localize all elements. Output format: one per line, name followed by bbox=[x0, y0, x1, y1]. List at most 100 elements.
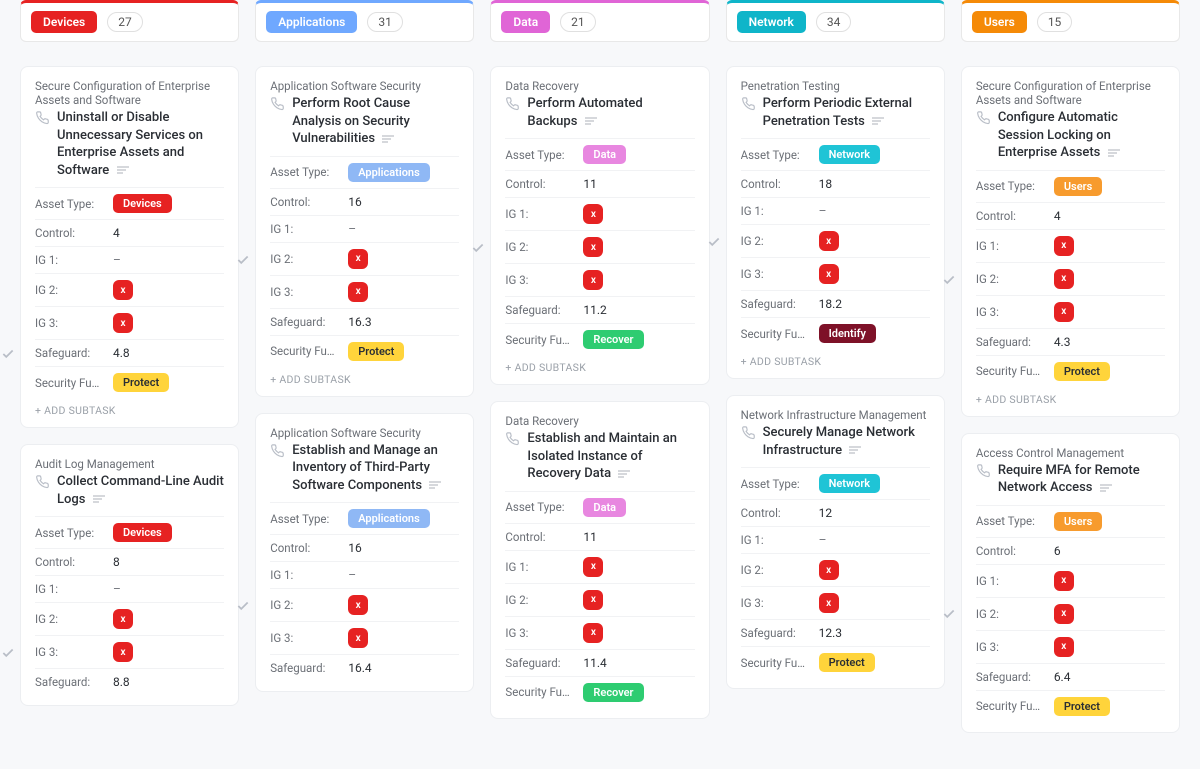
ig-flag-x: x bbox=[1054, 637, 1074, 657]
phone-icon bbox=[505, 97, 521, 111]
phone-icon bbox=[976, 111, 992, 125]
column-pill[interactable]: Users bbox=[972, 11, 1027, 33]
column-pill[interactable]: Data bbox=[501, 11, 550, 33]
field-control: Control:4 bbox=[35, 219, 224, 246]
ig-flag-x: x bbox=[819, 231, 839, 251]
ig-flag-dash: – bbox=[113, 582, 121, 596]
task-fields: Asset Type:UsersControl:4IG 1:xIG 2:xIG … bbox=[976, 170, 1165, 387]
task-card[interactable]: Secure Configuration of Enterprise Asset… bbox=[961, 66, 1180, 417]
task-title-row: Perform Periodic External Penetration Te… bbox=[741, 95, 930, 130]
ig-flag-dash: – bbox=[819, 533, 827, 547]
task-card[interactable]: Access Control ManagementRequire MFA for… bbox=[961, 433, 1180, 733]
task-card[interactable]: Audit Log Management Collect Command-Line… bbox=[20, 444, 239, 706]
ig-flag-x: x bbox=[348, 595, 368, 615]
field-security-function: Security Fu…Protect bbox=[741, 646, 930, 678]
task-card[interactable]: Data RecoveryPerform Automated Backups A… bbox=[490, 66, 709, 385]
task-card[interactable]: Network Infrastructure ManagementSecurel… bbox=[726, 395, 945, 689]
security-function-tag: Protect bbox=[113, 373, 169, 392]
description-icon bbox=[1100, 483, 1112, 493]
task-title-row: Perform Root Cause Analysis on Security … bbox=[270, 95, 459, 148]
task-title[interactable]: Perform Automated Backups bbox=[527, 95, 694, 130]
field-ig3: IG 3:x bbox=[741, 586, 930, 619]
phone-icon bbox=[35, 111, 51, 125]
description-icon bbox=[849, 445, 861, 455]
column-header-users: Users15 bbox=[961, 0, 1180, 42]
ig-flag-x: x bbox=[819, 593, 839, 613]
task-title[interactable]: Collect Command-Line Audit Logs bbox=[57, 473, 224, 508]
column-pill[interactable]: Applications bbox=[266, 11, 357, 33]
add-subtask-button[interactable]: + ADD SUBTASK bbox=[741, 355, 930, 368]
complete-check-icon[interactable] bbox=[1, 645, 15, 661]
field-ig2: IG 2:x bbox=[741, 224, 930, 257]
asset-type-tag: Network bbox=[819, 145, 881, 164]
column-header-devices: Devices27 bbox=[20, 0, 239, 42]
check-icon bbox=[236, 253, 250, 267]
complete-check-icon[interactable] bbox=[236, 598, 250, 614]
column-header-network: Network 34 bbox=[726, 0, 945, 42]
field-safeguard: Safeguard:8.8 bbox=[35, 668, 224, 695]
column-count: 34 bbox=[816, 12, 852, 32]
task-title[interactable]: Perform Root Cause Analysis on Security … bbox=[292, 95, 459, 148]
ig-flag-x: x bbox=[1054, 604, 1074, 624]
complete-check-icon[interactable] bbox=[707, 234, 721, 250]
task-title[interactable]: Perform Periodic External Penetration Te… bbox=[763, 95, 930, 130]
task-title-row: Uninstall or Disable Unnecessary Service… bbox=[35, 109, 224, 179]
description-icon bbox=[429, 480, 441, 490]
task-title[interactable]: Securely Manage Network Infrastructure bbox=[763, 424, 930, 459]
add-subtask-button[interactable]: + ADD SUBTASK bbox=[976, 393, 1165, 406]
field-ig3: IG 3:x bbox=[505, 263, 694, 296]
task-title[interactable]: Uninstall or Disable Unnecessary Service… bbox=[57, 109, 224, 179]
field-ig2: IG 2:x bbox=[270, 588, 459, 621]
task-card[interactable]: Application Software SecurityPerform Roo… bbox=[255, 66, 474, 397]
column-header-data: Data21 bbox=[490, 0, 709, 42]
complete-check-icon[interactable] bbox=[942, 606, 956, 622]
field-safeguard: Safeguard:4.8 bbox=[35, 339, 224, 366]
add-subtask-button[interactable]: + ADD SUBTASK bbox=[505, 361, 694, 374]
task-card[interactable]: Secure Configuration of Enterprise Asset… bbox=[20, 66, 239, 428]
field-ig1: IG 1:x bbox=[976, 564, 1165, 597]
task-title[interactable]: Configure Automatic Session Locking on E… bbox=[998, 109, 1165, 162]
field-safeguard: Safeguard:18.2 bbox=[741, 290, 930, 317]
field-ig1: IG 1:– bbox=[35, 246, 224, 273]
description-icon bbox=[1108, 148, 1120, 158]
field-ig2: IG 2:x bbox=[976, 597, 1165, 630]
task-title-row: Securely Manage Network Infrastructure bbox=[741, 424, 930, 459]
complete-check-icon[interactable] bbox=[471, 240, 485, 256]
check-icon bbox=[471, 241, 485, 255]
task-category: Audit Log Management bbox=[35, 457, 224, 471]
column-pill[interactable]: Network bbox=[737, 11, 806, 33]
field-safeguard: Safeguard:11.4 bbox=[505, 649, 694, 676]
task-title[interactable]: Require MFA for Remote Network Access bbox=[998, 462, 1165, 497]
task-card[interactable]: Application Software SecurityEstablish a… bbox=[255, 413, 474, 693]
ig-flag-x: x bbox=[348, 249, 368, 269]
complete-check-icon[interactable] bbox=[1, 346, 15, 362]
description-icon bbox=[585, 116, 597, 126]
field-security-function: Security Fu…Identify bbox=[741, 317, 930, 349]
complete-check-icon[interactable] bbox=[236, 252, 250, 268]
field-asset-type: Asset Type:Users bbox=[976, 505, 1165, 537]
field-ig2: IG 2:x bbox=[976, 262, 1165, 295]
column-devices: Devices27 Secure Configuration of Enterpr… bbox=[20, 0, 239, 749]
description-icon bbox=[382, 134, 394, 144]
column-count: 31 bbox=[367, 12, 403, 32]
complete-check-icon[interactable] bbox=[942, 272, 956, 288]
task-card[interactable]: Penetration TestingPerform Periodic Exte… bbox=[726, 66, 945, 379]
add-subtask-button[interactable]: + ADD SUBTASK bbox=[270, 373, 459, 386]
field-control: Control:11 bbox=[505, 170, 694, 197]
task-title-row: Configure Automatic Session Locking on E… bbox=[976, 109, 1165, 162]
check-icon bbox=[1, 347, 15, 361]
field-ig1: IG 1:x bbox=[976, 229, 1165, 262]
check-icon bbox=[707, 235, 721, 249]
task-title[interactable]: Establish and Manage an Inventory of Thi… bbox=[292, 442, 459, 495]
add-subtask-button[interactable]: + ADD SUBTASK bbox=[35, 404, 224, 417]
field-security-function: Security Fu…Recover bbox=[505, 323, 694, 355]
asset-type-tag: Devices bbox=[113, 523, 172, 542]
column-applications: Applications 31 Application Software Secur… bbox=[255, 0, 474, 749]
column-pill[interactable]: Devices bbox=[31, 11, 97, 33]
ig-flag-x: x bbox=[1054, 302, 1074, 322]
field-asset-type: Asset Type:Devices bbox=[35, 187, 224, 219]
task-title[interactable]: Establish and Maintain an Isolated Insta… bbox=[527, 430, 694, 483]
task-card[interactable]: Data RecoveryEstablish and Maintain an I… bbox=[490, 401, 709, 719]
field-ig1: IG 1:– bbox=[741, 197, 930, 224]
field-ig3: IG 3:x bbox=[976, 295, 1165, 328]
